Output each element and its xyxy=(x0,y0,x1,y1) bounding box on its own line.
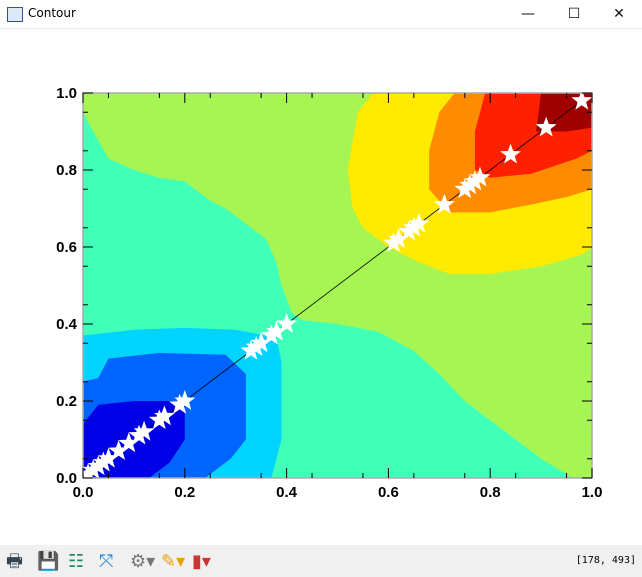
star-marker-20 xyxy=(388,228,409,249)
star-marker-19 xyxy=(383,232,404,252)
star-marker-1 xyxy=(83,459,104,478)
pencil-icon[interactable]: ✎▾ xyxy=(161,551,186,572)
star-marker-4 xyxy=(98,447,119,468)
app-icon xyxy=(7,7,23,22)
save-icon[interactable]: 💾 xyxy=(37,551,60,572)
star-marker-30 xyxy=(535,116,557,137)
star-marker-9 xyxy=(148,409,170,430)
x-tick-label: 1.0 xyxy=(582,484,603,501)
star-marker-12 xyxy=(174,390,196,410)
star-marker-29 xyxy=(500,143,521,164)
star-marker-22 xyxy=(403,216,425,237)
window-title: Contour xyxy=(28,6,76,20)
star-marker-13 xyxy=(240,339,262,360)
star-marker-7 xyxy=(128,424,150,445)
star-marker-8 xyxy=(133,420,155,441)
star-marker-2 xyxy=(87,455,109,476)
y-tick-label: 0.4 xyxy=(56,316,78,333)
star-marker-27 xyxy=(464,170,486,191)
contour-plot[interactable]: 0.0 0.2 0.4 0.6 0.8 1.0 0.0 0.2 0.4 0.6 0.8 1.0 xyxy=(0,28,642,548)
chart-type-icon[interactable]: ▮▾ xyxy=(192,551,211,572)
star-marker-26 xyxy=(459,174,481,195)
plot-frame xyxy=(82,92,593,479)
y-tick-label: 0.6 xyxy=(56,239,77,256)
star-marker-23 xyxy=(408,212,430,233)
x-tick-label: 0.6 xyxy=(378,484,399,501)
settings-icon[interactable]: ⚙▾ xyxy=(130,551,156,572)
cursor-coordinates: [178, 493] xyxy=(575,555,636,566)
star-marker-3 xyxy=(92,451,114,472)
star-marker-24 xyxy=(433,193,455,214)
star-marker-10 xyxy=(154,405,175,426)
minimize-button[interactable]: — xyxy=(521,6,535,22)
star-marker-25 xyxy=(454,178,476,199)
toolbar: 🖶 💾 ☷ ⤧ ⚙▾ ✎▾ ▮▾ [178, 493] xyxy=(0,545,642,577)
title-bar: Contour — ☐ ✕ xyxy=(0,0,642,29)
maximize-button[interactable]: ☐ xyxy=(567,6,581,22)
x-tick-label: 0.2 xyxy=(174,484,195,501)
x-tick-label: 0.4 xyxy=(276,484,298,501)
y-tick-label: 0.8 xyxy=(56,162,77,179)
star-marker-15 xyxy=(250,332,272,353)
print-icon[interactable]: 🖶 xyxy=(6,551,23,572)
y-tick-label: 0.0 xyxy=(56,470,77,487)
y-tick-label: 0.2 xyxy=(56,393,77,410)
star-marker-11 xyxy=(169,393,191,414)
properties-icon[interactable]: ☷ xyxy=(68,551,85,572)
star-marker-16 xyxy=(260,324,282,345)
star-marker-21 xyxy=(398,220,420,241)
star-marker-28 xyxy=(469,166,491,187)
x-tick-label: 0.8 xyxy=(480,484,501,501)
y-tick-label: 1.0 xyxy=(56,85,77,102)
star-marker-14 xyxy=(245,336,267,356)
x-tick-label: 0.0 xyxy=(73,484,94,501)
close-button[interactable]: ✕ xyxy=(613,6,625,22)
star-marker-31 xyxy=(571,93,592,110)
star-marker-17 xyxy=(266,320,287,341)
reset-zoom-icon[interactable]: ⤧ xyxy=(99,551,114,572)
star-marker-6 xyxy=(118,432,140,453)
star-marker-5 xyxy=(108,440,130,460)
star-marker-18 xyxy=(276,313,298,333)
